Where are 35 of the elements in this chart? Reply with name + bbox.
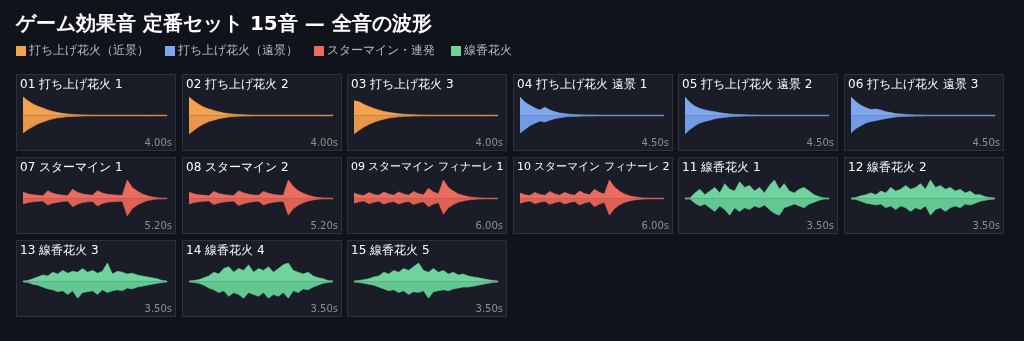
text: 4.50s (972, 136, 1000, 148)
chart-title: 06 打ち上げ花火 遠景 3 (847, 77, 978, 91)
chart-title: 08 スターマイン 2 (185, 160, 289, 174)
text: 3.50s (972, 219, 1000, 231)
text: 4.50s (806, 136, 835, 148)
legend-label: スターマイン・連発 (327, 42, 435, 59)
text: 4.00s (310, 136, 338, 148)
chart-title: 12 線香花火 2 (847, 160, 927, 174)
legend-label: 打ち上げ花火（遠景） (178, 42, 298, 59)
text: 4.00s (475, 136, 504, 148)
text: 3.50s (806, 219, 835, 231)
chart-title: 07 スターマイン 1 (20, 160, 123, 174)
text: 4.00s (144, 136, 173, 148)
chart-title: 09 スターマイン フィナーレ 1 (351, 160, 504, 173)
chart-title: 05 打ち上げ花火 遠景 2 (682, 77, 813, 91)
chart-title: 13 線香花火 3 (20, 243, 99, 257)
legend-label: 線香花火 (464, 42, 512, 59)
text: ゲーム効果音 定番セット 15音 — 全音の波形 (16, 10, 433, 37)
chart-title: 01 打ち上げ花火 1 (20, 77, 123, 91)
chart-title: 02 打ち上げ花火 2 (185, 77, 289, 91)
text: 6.00s (641, 219, 669, 231)
legend-label: 打ち上げ花火（近景） (29, 42, 149, 59)
text: 6.00s (475, 219, 504, 231)
text: 3.50s (144, 302, 173, 314)
chart-title: 14 線香花火 4 (185, 243, 265, 257)
chart-title: 03 打ち上げ花火 3 (351, 77, 454, 91)
text: 5.20s (310, 219, 338, 231)
chart-title: 11 線香花火 1 (682, 160, 761, 174)
chart-title: 04 打ち上げ花火 遠景 1 (516, 77, 647, 91)
chart-title: 15 線香花火 5 (351, 243, 430, 257)
text: 5.20s (144, 219, 173, 231)
text: 3.50s (475, 302, 504, 314)
text: 3.50s (310, 302, 338, 314)
text: 4.50s (641, 136, 669, 148)
chart-title: 10 スターマイン フィナーレ 2 (516, 160, 669, 173)
